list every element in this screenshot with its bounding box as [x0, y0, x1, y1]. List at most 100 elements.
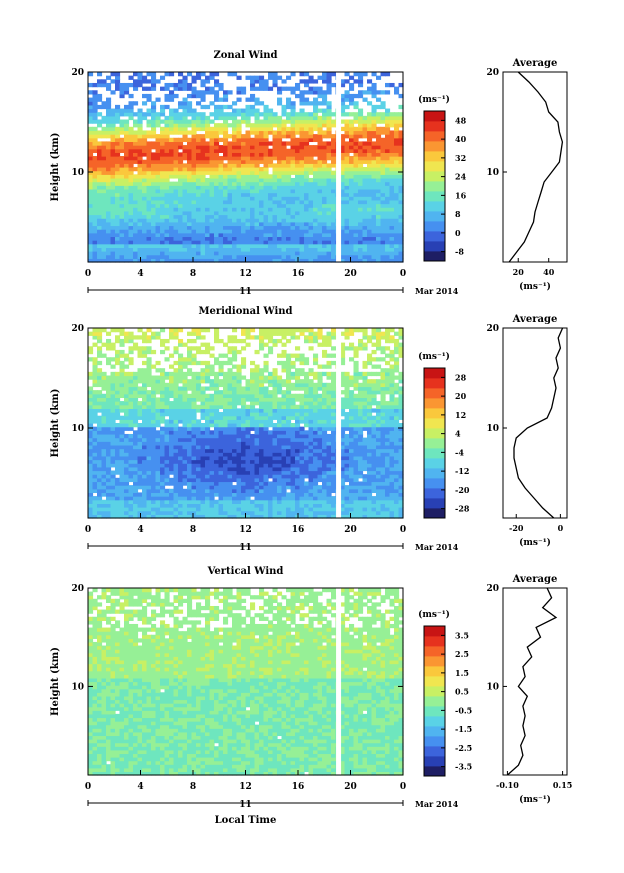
heatmap-cell [191, 156, 197, 161]
heatmap-cell [232, 236, 238, 241]
heatmap-cell [173, 167, 179, 172]
heatmap-cell [151, 452, 157, 457]
heatmap-cell [115, 229, 121, 234]
heatmap-cell [313, 218, 319, 223]
heatmap-cell [317, 137, 323, 143]
heatmap-cell [124, 119, 130, 124]
heatmap-cell [286, 134, 292, 139]
heatmap-cell [299, 112, 305, 117]
heatmap-cell [97, 156, 103, 161]
heatmap-cell [187, 119, 193, 124]
heatmap-cell [133, 214, 139, 219]
heatmap-cell [214, 452, 220, 457]
heatmap-cell [115, 375, 121, 380]
heatmap-cell [124, 455, 130, 461]
heatmap-cell [263, 397, 269, 402]
heatmap-cell [151, 386, 157, 391]
heatmap-cell [178, 218, 184, 223]
heatmap-cell [286, 225, 292, 230]
heatmap-cell [371, 134, 377, 139]
heatmap-cell [191, 390, 197, 395]
heatmap-cell [164, 243, 170, 248]
heatmap-cell [101, 419, 107, 424]
heatmap-cell [326, 185, 332, 190]
heatmap-cell [299, 72, 305, 77]
heatmap-cell [128, 163, 134, 168]
heatmap-cell [160, 75, 166, 80]
heatmap-cell [209, 134, 215, 139]
heatmap-cell [101, 104, 107, 110]
heatmap-cell [92, 331, 98, 336]
heatmap-cell [92, 177, 98, 183]
heatmap-cell [187, 382, 193, 388]
heatmap-cell [398, 163, 404, 168]
heatmap-cell [268, 243, 274, 248]
heatmap-cell [353, 188, 359, 194]
heatmap-cell [155, 115, 161, 121]
heatmap-cell [223, 123, 229, 128]
heatmap-cell [227, 225, 233, 230]
heatmap-cell [182, 101, 188, 106]
heatmap-cell [200, 328, 206, 333]
heatmap-cell [187, 397, 193, 402]
heatmap-cell [155, 412, 161, 417]
heatmap-cell [196, 75, 202, 80]
heatmap-cell [128, 499, 134, 504]
heatmap-cell [137, 79, 143, 84]
heatmap-cell [124, 141, 130, 146]
heatmap-cell [205, 342, 211, 347]
heatmap-cell [268, 236, 274, 241]
heatmap-cell [223, 408, 229, 413]
heatmap-cell [155, 218, 161, 223]
heatmap-cell [362, 232, 368, 238]
heatmap-cell [142, 240, 148, 245]
y-axis-label: Height (km) [50, 133, 61, 202]
heatmap-cell [205, 119, 211, 124]
heatmap-cell [200, 397, 206, 402]
heatmap-cell [259, 207, 265, 212]
heatmap-cell [191, 477, 197, 483]
heatmap-cell [308, 225, 314, 230]
heatmap-cell [169, 433, 175, 439]
heatmap-cell [110, 72, 116, 77]
heatmap-cell [218, 225, 224, 230]
heatmap-cell [380, 203, 386, 208]
heatmap-cell [169, 93, 175, 99]
heatmap-cell [169, 192, 175, 197]
heatmap-cell [245, 379, 251, 384]
heatmap-cell [142, 499, 148, 504]
heatmap-cell [232, 390, 238, 395]
heatmap-cell [155, 119, 161, 124]
heatmap-cell [254, 134, 260, 139]
heatmap-cell [155, 375, 161, 380]
heatmap-cell [124, 364, 130, 369]
heatmap-cell [245, 390, 251, 395]
heatmap-cell [250, 225, 256, 230]
heatmap-cell [173, 152, 179, 157]
heatmap-cell [182, 342, 188, 347]
heatmap-cell [304, 163, 310, 168]
heatmap-cell [119, 328, 125, 333]
heatmap-cell [241, 338, 247, 344]
heatmap-cell [97, 243, 103, 248]
heatmap-cell [106, 382, 112, 388]
heatmap-cell [362, 203, 368, 208]
heatmap-cell [241, 426, 247, 431]
heatmap-cell [254, 167, 260, 172]
heatmap-cell [97, 393, 103, 399]
heatmap-cell [236, 90, 242, 95]
heatmap-cell [263, 251, 269, 256]
heatmap-cell [263, 368, 269, 373]
heatmap-cell [128, 470, 134, 475]
date-month-year-label: Mar 2014 [415, 286, 459, 296]
heatmap-cell [88, 459, 94, 464]
heatmap-cell [209, 448, 215, 453]
heatmap-cell [394, 214, 400, 219]
heatmap-cell [196, 466, 202, 472]
heatmap-cell [313, 254, 319, 259]
heatmap-cell [277, 221, 283, 227]
heatmap-cell [281, 79, 287, 84]
heatmap-cell [281, 243, 287, 248]
heatmap-cell [178, 112, 184, 117]
heatmap-cell [205, 481, 211, 486]
